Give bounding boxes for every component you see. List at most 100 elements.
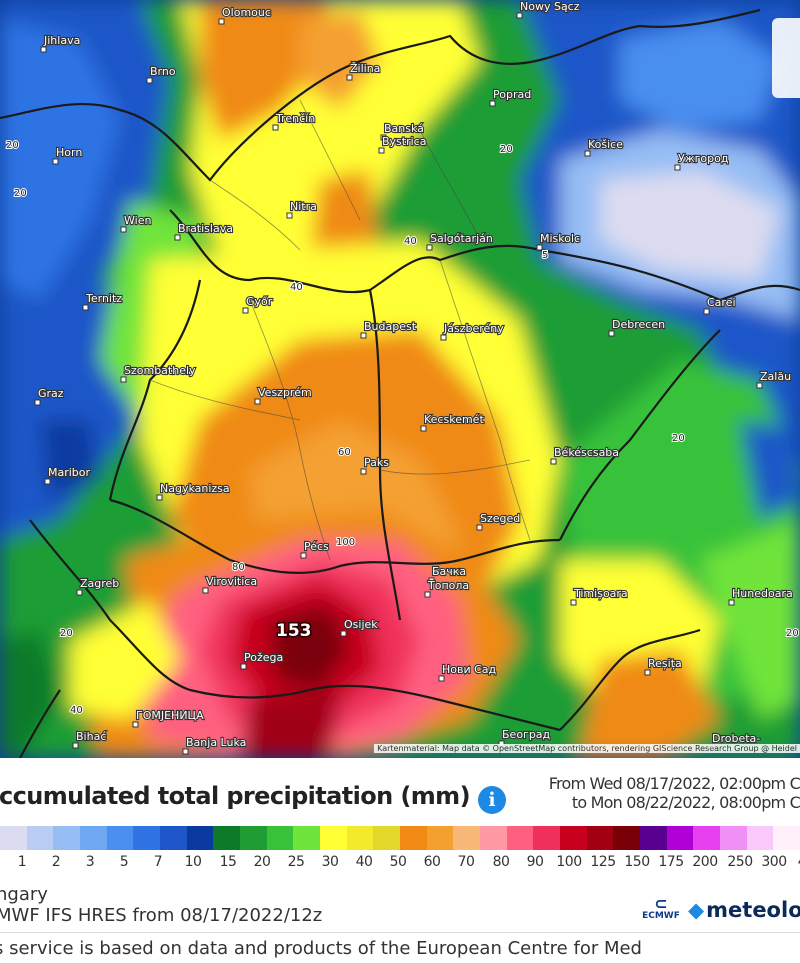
city-label: Топола: [427, 579, 469, 592]
city-label: Paks: [364, 456, 389, 469]
city-label: Ternitz: [85, 292, 122, 305]
city-label: Poprad: [493, 88, 531, 101]
city-40: Osijek: [340, 617, 379, 637]
contour-label-11: 20: [786, 628, 799, 639]
city-marker-icon: [272, 124, 279, 131]
city-0: Olomouc: [218, 5, 272, 25]
city-marker-icon: [608, 330, 615, 337]
forecast-period: From Wed 08/17/2022, 02:00pm C to Mon 08…: [549, 774, 800, 812]
city-marker-icon: [476, 524, 483, 531]
city-35: Virovitica: [202, 574, 258, 594]
ecmwf-logo-text: ECMWF: [642, 911, 680, 921]
city-42: Нови Сад: [438, 662, 498, 682]
scale-swatch-3: [80, 826, 107, 850]
city-48: Drobeta-: [708, 731, 761, 751]
city-marker-icon: [438, 675, 445, 682]
city-44: ГОМЈЕНИЦА: [132, 708, 205, 728]
city-labels: Olomouc Nowy Sącz Jihlava Brno Žilina Poprad T…: [34, 0, 794, 755]
city-label: Virovitica: [206, 575, 257, 588]
city-label: Osijek: [344, 618, 378, 631]
city-21: Jászberény: [440, 321, 505, 341]
city-marker-icon: [202, 587, 209, 594]
city-marker-icon: [428, 577, 435, 584]
city-marker-icon: [440, 334, 447, 341]
city-33: Pécs: [300, 539, 330, 559]
city-13: Wien: [120, 213, 153, 233]
ecmwf-logo[interactable]: ⊂ ECMWF: [638, 894, 684, 929]
city-label: Szombathely: [124, 364, 196, 377]
scale-swatch-20: [533, 826, 561, 850]
scale-tick-label: 40: [355, 854, 373, 870]
scale-tick-label: 200: [692, 854, 718, 870]
city-marker-icon: [516, 12, 523, 19]
city-marker-icon: [380, 134, 387, 141]
city-marker-icon: [76, 589, 83, 596]
scale-tick-label: 7: [153, 854, 163, 870]
city-label: Szeged: [480, 512, 520, 525]
city-28: Békéscsaba: [550, 445, 620, 465]
contour-label-1: 20: [14, 188, 27, 199]
city-32: Szeged: [476, 511, 521, 531]
city-marker-icon: [174, 234, 181, 241]
city-label: Banja Luka: [186, 736, 246, 749]
city-marker-icon: [52, 158, 59, 165]
city-15: Salgótarján: [426, 231, 494, 251]
precip-field: [0, 0, 800, 758]
city-marker-icon: [44, 478, 51, 485]
contour-label-4: 40: [290, 282, 303, 293]
city-label: Drobeta-: [712, 732, 760, 745]
scale-tick-label: 15: [219, 854, 237, 870]
meteo-logo-text: meteolog: [706, 898, 800, 922]
info-icon[interactable]: i: [478, 786, 506, 814]
map-title: ccumulated total precipitation (mm): [0, 782, 471, 810]
scale-swatch-6: [160, 826, 187, 850]
city-label: Nitra: [290, 200, 317, 213]
city-marker-icon: [644, 669, 651, 676]
city-1: Nowy Sącz: [516, 0, 581, 19]
city-label: Veszprém: [258, 386, 312, 399]
city-marker-icon: [420, 425, 427, 432]
city-3: Brno: [146, 64, 177, 84]
city-marker-icon: [756, 382, 763, 389]
scale-tick-label: 50: [389, 854, 407, 870]
scale-tick-label: 70: [457, 854, 475, 870]
city-marker-icon: [132, 721, 139, 728]
city-marker-icon: [120, 226, 127, 233]
city-30: Maribor: [44, 465, 92, 485]
city-2: Jihlava: [40, 33, 81, 53]
city-label: Ужгород: [678, 152, 729, 165]
city-marker-icon: [242, 307, 249, 314]
city-label: Timișoara: [573, 587, 628, 600]
city-label: Nowy Sącz: [520, 0, 580, 13]
city-marker-icon: [300, 552, 307, 559]
scale-tick-label: 175: [658, 854, 684, 870]
city-marker-icon: [82, 304, 89, 311]
scale-swatch-12: [320, 826, 347, 850]
city-label: Hunedoara: [732, 587, 793, 600]
city-label: Debrecen: [612, 318, 665, 331]
scale-tick-label: 250: [727, 854, 753, 870]
scale-tick-label: 80: [492, 854, 510, 870]
scale-tick-label: 5: [119, 854, 129, 870]
city-11: Horn: [52, 145, 83, 165]
scale-swatch-22: [586, 826, 614, 850]
city-label: Reșița: [648, 657, 682, 670]
scale-swatch-27: [720, 826, 747, 850]
scale-swatch-5: [133, 826, 161, 850]
city-24: Zalău: [756, 369, 792, 389]
contour-label-9: 80: [232, 562, 245, 573]
city-47: Београд: [498, 727, 552, 747]
city-36: Бачка: [428, 564, 467, 584]
precipitation-map[interactable]: Olomouc Nowy Sącz Jihlava Brno Žilina Poprad T…: [0, 0, 800, 758]
scale-tick-label: 25: [287, 854, 305, 870]
contour-label-3: 40: [404, 236, 417, 247]
city-marker-icon: [360, 468, 367, 475]
map-control-widget[interactable]: [772, 18, 800, 98]
city-label: Olomouc: [222, 6, 271, 19]
ecmwf-mark-icon: ⊂: [654, 894, 668, 913]
city-marker-icon: [340, 630, 347, 637]
city-20: Budapest: [360, 319, 418, 339]
city-31: Nagykanizsa: [156, 481, 231, 501]
meteoblue-logo[interactable]: ◆meteolog: [688, 898, 800, 922]
contour-label-6: 60: [338, 447, 351, 458]
